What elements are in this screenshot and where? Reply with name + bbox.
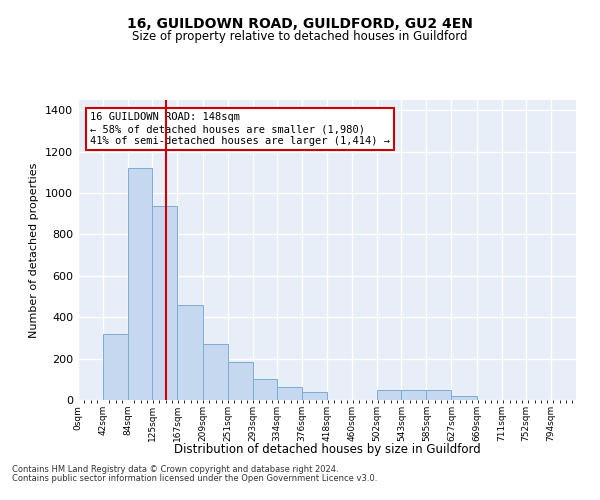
Y-axis label: Number of detached properties: Number of detached properties bbox=[29, 162, 40, 338]
Bar bbox=[152, 206, 178, 400]
Bar bbox=[178, 305, 203, 400]
Bar bbox=[302, 392, 327, 400]
Text: Contains public sector information licensed under the Open Government Licence v3: Contains public sector information licen… bbox=[12, 474, 377, 483]
Bar bbox=[203, 344, 227, 400]
Bar bbox=[277, 386, 302, 400]
Text: Contains HM Land Registry data © Crown copyright and database right 2024.: Contains HM Land Registry data © Crown c… bbox=[12, 466, 338, 474]
Bar bbox=[427, 390, 451, 400]
Bar bbox=[103, 334, 128, 400]
Text: Size of property relative to detached houses in Guildford: Size of property relative to detached ho… bbox=[132, 30, 468, 43]
Bar bbox=[253, 380, 277, 400]
Text: Distribution of detached houses by size in Guildford: Distribution of detached houses by size … bbox=[173, 442, 481, 456]
Bar bbox=[401, 390, 427, 400]
Text: 16 GUILDOWN ROAD: 148sqm
← 58% of detached houses are smaller (1,980)
41% of sem: 16 GUILDOWN ROAD: 148sqm ← 58% of detach… bbox=[90, 112, 390, 146]
Bar bbox=[128, 168, 152, 400]
Bar bbox=[227, 362, 253, 400]
Bar bbox=[451, 396, 476, 400]
Bar bbox=[377, 390, 401, 400]
Text: 16, GUILDOWN ROAD, GUILDFORD, GU2 4EN: 16, GUILDOWN ROAD, GUILDFORD, GU2 4EN bbox=[127, 18, 473, 32]
